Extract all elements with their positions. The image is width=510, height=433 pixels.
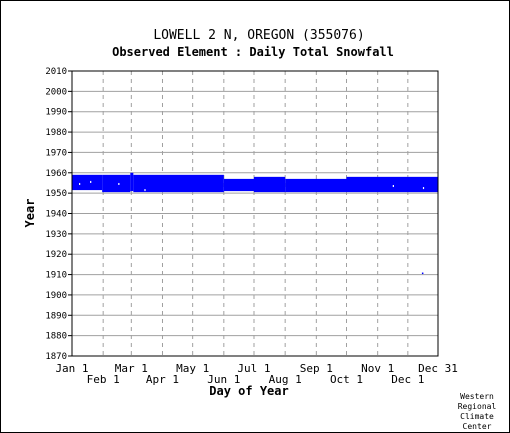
y-tick-label: 1880 (45, 332, 67, 342)
missing-data-gap (422, 187, 425, 190)
y-tick-label: 2010 (45, 67, 67, 77)
y-tick-label: 1970 (45, 148, 67, 158)
chart-title: LOWELL 2 N, OREGON (355076) (153, 28, 364, 43)
chart-subtitle: Observed Element : Daily Total Snowfall (112, 45, 394, 59)
x-tick-label: Aug 1 (269, 373, 302, 386)
missing-data-gap (118, 182, 120, 185)
x-axis-ticks: Jan 1 Mar 1 May 1 Jul 1 Sep 1 Nov 1 Dec 31 Feb … (55, 362, 457, 386)
x-tick-label: Apr 1 (146, 373, 179, 386)
coverage-bar (102, 174, 131, 193)
x-tick-label: Jun 1 (207, 373, 240, 386)
coverage-bar (72, 174, 103, 191)
y-tick-label: 1930 (45, 230, 67, 240)
x-tick-label: Feb 1 (87, 373, 120, 386)
y-tick-label: 1990 (45, 108, 67, 118)
y-tick-label: 2000 (45, 87, 67, 97)
missing-data-gap (90, 180, 92, 183)
coverage-bar (130, 172, 134, 192)
y-tick-label: 1980 (45, 128, 67, 138)
missing-data-gap (392, 185, 394, 188)
y-tick-label: 1960 (45, 169, 67, 179)
y-axis-title: Year (23, 199, 37, 228)
credit-line: Western (460, 392, 494, 401)
coverage-bar (285, 178, 347, 193)
coverage-bar (346, 176, 438, 193)
coverage-bar (253, 176, 286, 193)
coverage-bar (223, 178, 254, 192)
y-tick-label: 1890 (45, 311, 67, 321)
credit-line: Center (463, 422, 492, 431)
y-tick-label: 1950 (45, 189, 67, 199)
y-tick-label: 1920 (45, 250, 67, 260)
x-tick-label: Dec 31 (418, 362, 458, 375)
wrcc-credit: Western Regional Climate Center (458, 392, 497, 431)
data-point (421, 272, 424, 275)
y-tick-label: 1940 (45, 210, 67, 220)
credit-line: Climate (460, 412, 494, 421)
x-axis-title: Day of Year (209, 384, 288, 398)
x-tick-label: Sep 1 (300, 362, 333, 375)
x-tick-label: Mar 1 (115, 362, 148, 375)
data-coverage (72, 172, 438, 275)
grid-lines (72, 71, 438, 356)
missing-data-gap (79, 182, 81, 185)
x-tick-label: May 1 (176, 362, 209, 375)
x-tick-label: Jul 1 (237, 362, 270, 375)
coverage-bar (133, 174, 224, 193)
x-tick-label: Oct 1 (330, 373, 363, 386)
x-tick-label: Nov 1 (361, 362, 394, 375)
y-tick-label: 1870 (45, 352, 67, 362)
x-tick-label: Dec 1 (391, 373, 424, 386)
y-tick-label: 1910 (45, 271, 67, 281)
missing-data-gap (144, 189, 146, 192)
y-axis-ticks: 1870 1880 1890 1900 1910 1920 1930 1940 1950 1960… (45, 67, 72, 362)
x-tick-label: Jan 1 (55, 362, 88, 375)
credit-line: Regional (458, 402, 497, 411)
y-tick-label: 1900 (45, 291, 67, 301)
